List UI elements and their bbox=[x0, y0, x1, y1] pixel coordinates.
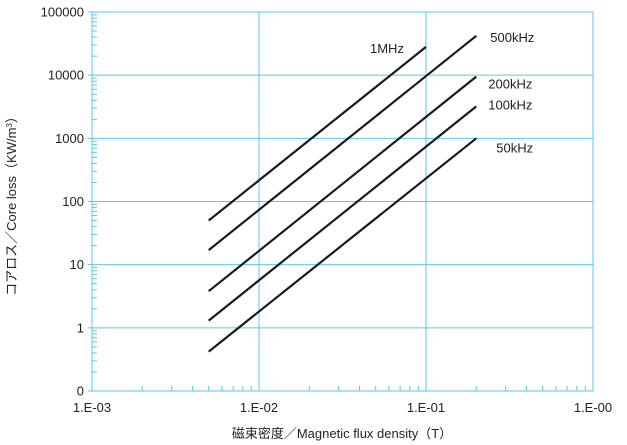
series-labels: 1MHz 500kHz 200kHz 100kHz 50kHz bbox=[370, 30, 534, 156]
series-label-50khz: 50kHz bbox=[496, 140, 533, 155]
series-lines bbox=[208, 34, 477, 353]
y-tick-label: 1 bbox=[77, 320, 84, 335]
y-tick-label: 100 bbox=[62, 194, 84, 209]
tick-labels: 1.E-03 1.E-02 1.E-01 1.E-00 0 1 10 100 1000 10000… bbox=[41, 5, 613, 416]
series-line-50khz bbox=[208, 137, 477, 353]
x-tick-label: 1.E-00 bbox=[574, 400, 612, 415]
y-axis-label-sup: 3 bbox=[5, 123, 14, 128]
x-tick-label: 1.E-02 bbox=[240, 400, 278, 415]
grid bbox=[88, 11, 594, 392]
x-axis-label: 磁束密度／Magnetic flux density（T） bbox=[232, 426, 452, 441]
series-line-1mhz bbox=[208, 46, 427, 222]
y-axis-label-suffix: ） bbox=[4, 110, 19, 123]
y-tick-label: 0 bbox=[77, 384, 84, 399]
y-tick-label: 10 bbox=[70, 257, 84, 272]
minor-ticks bbox=[92, 14, 586, 391]
series-label-200khz: 200kHz bbox=[488, 77, 532, 92]
y-axis-label: コアロス／Core loss（KW/m3） bbox=[4, 110, 19, 296]
y-tick-label: 1000 bbox=[55, 131, 84, 146]
series-label-500khz: 500kHz bbox=[490, 30, 534, 45]
series-line-500khz bbox=[208, 34, 477, 251]
series-line-200khz bbox=[208, 75, 477, 293]
x-tick-label: 1.E-01 bbox=[407, 400, 445, 415]
y-tick-label: 100000 bbox=[41, 5, 84, 20]
y-axis-label-prefix: コアロス／Core loss（KW/m bbox=[4, 128, 19, 296]
series-label-1mhz: 1MHz bbox=[370, 41, 404, 56]
x-tick-label: 1.E-03 bbox=[73, 400, 111, 415]
series-line-100khz bbox=[208, 105, 477, 322]
y-tick-label: 10000 bbox=[48, 68, 84, 83]
series-label-100khz: 100kHz bbox=[488, 97, 532, 112]
